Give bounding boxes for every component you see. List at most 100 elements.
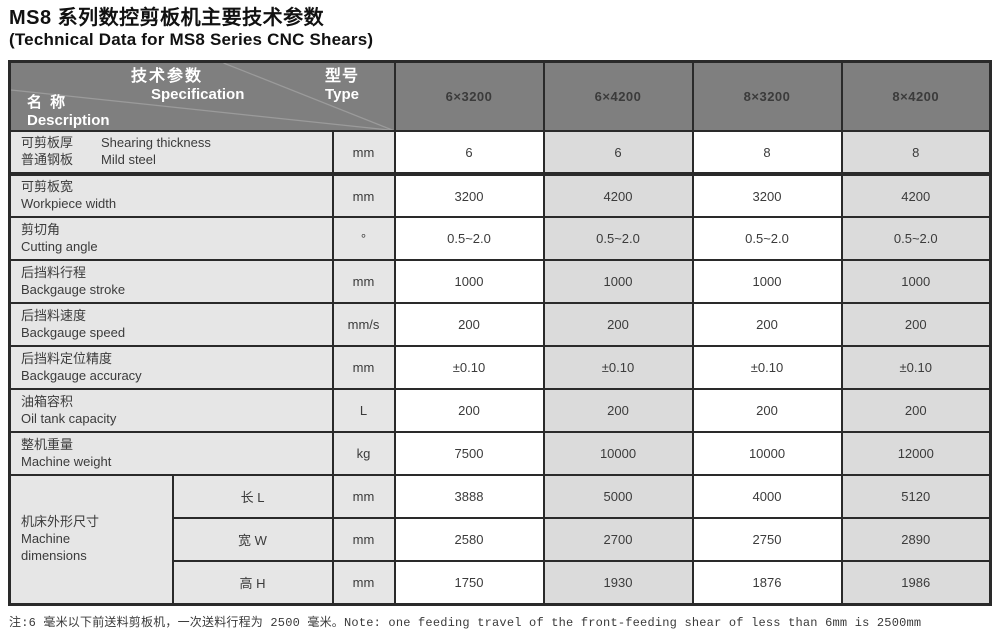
dimensions-label-zh: 机床外形尺寸: [21, 513, 100, 529]
row-label-en: Backgauge accuracy: [21, 367, 142, 383]
spec-value-cell: 200: [542, 388, 694, 434]
spec-value-cell: 0.5~2.0: [840, 216, 992, 262]
row-label-line: 普通钢板 Mild steel: [21, 152, 322, 169]
header-specification-label: 技术参数 Specification: [121, 67, 244, 104]
spec-row: 可剪板厚 Shearing thickness 普通钢板 Mild steel mm 6 6…: [8, 130, 992, 177]
dimension-sub-label: 长 L: [171, 474, 334, 520]
dimension-sub-label: 宽 W: [171, 517, 334, 563]
spec-value-cell: ±0.10: [840, 345, 992, 391]
row-label-en: Machine weight: [21, 453, 112, 469]
diagonal-divider-lines: [11, 62, 394, 131]
spec-value-cell: ±0.10: [393, 345, 545, 391]
unit-cell: mm: [331, 173, 396, 219]
spec-value-cell: 1750: [393, 560, 545, 606]
row-label-zh: 油箱容积: [21, 393, 74, 409]
row-label-zh: 整机重量: [21, 436, 74, 452]
spec-value-cell: 2750: [691, 517, 843, 563]
spec-value-cell: 0.5~2.0: [542, 216, 694, 262]
model-column-header: 6×3200: [393, 60, 545, 133]
type-label-en: Type: [325, 85, 359, 103]
spec-value-cell: 1000: [393, 259, 545, 305]
spec-value-cell: 6: [542, 130, 694, 177]
spec-label-en: Specification: [151, 85, 245, 103]
dimensions-label-en: Machine: [21, 530, 71, 546]
spec-value-cell: 10000: [691, 431, 843, 477]
spec-row: 油箱容积 Oil tank capacity L 200 200 200 200: [8, 388, 992, 434]
row-label-en: Workpiece width: [21, 196, 117, 212]
spec-value-cell: 1000: [542, 259, 694, 305]
row-label-zh: 普通钢板: [21, 152, 74, 168]
spec-value-cell: 1876: [691, 560, 843, 606]
spec-table: 技术参数 Specification 名 称 Description 型号 Ty…: [8, 59, 993, 606]
spec-value-cell: 2700: [542, 517, 694, 563]
spec-value-cell: 3200: [393, 173, 545, 219]
spec-value-cell: 10000: [542, 431, 694, 477]
row-label-en: Backgauge speed: [21, 324, 126, 340]
row-label-en: Oil tank capacity: [21, 410, 117, 426]
unit-cell: mm: [331, 560, 396, 606]
unit-cell: °: [331, 216, 396, 262]
header-corner-cell: 技术参数 Specification 名 称 Description 型号 Ty…: [8, 60, 396, 133]
row-label-en: Cutting angle: [21, 238, 98, 254]
spec-row: 后挡料定位精度 Backgauge accuracy mm ±0.10 ±0.10 ±0.…: [8, 345, 992, 391]
spec-value-cell: 200: [393, 302, 545, 348]
model-column-header: 8×3200: [691, 60, 843, 133]
spec-value-cell: 5000: [542, 474, 694, 520]
spec-label-zh: 技术参数: [131, 67, 204, 85]
row-label-cell: 可剪板厚 Shearing thickness 普通钢板 Mild steel: [8, 130, 334, 177]
spec-value-cell: 2890: [840, 517, 992, 563]
spec-value-cell: 200: [840, 302, 992, 348]
header-row: 技术参数 Specification 名 称 Description 型号 Ty…: [8, 60, 992, 133]
spec-value-cell: 4000: [691, 474, 843, 520]
name-label-zh: 名 称: [27, 93, 68, 111]
dimensions-label-cell: 机床外形尺寸 Machine dimensions: [8, 474, 174, 606]
header-description-label: 名 称 Description: [27, 94, 110, 130]
spec-value-cell: 200: [542, 302, 694, 348]
spec-value-cell: 1000: [840, 259, 992, 305]
spec-row: 整机重量 Machine weight kg 7500 10000 10000 12000: [8, 431, 992, 477]
spec-value-cell: 200: [393, 388, 545, 434]
unit-cell: mm: [331, 259, 396, 305]
unit-cell: L: [331, 388, 396, 434]
spec-value-cell: 2580: [393, 517, 545, 563]
row-label-en: Shearing thickness: [101, 135, 211, 151]
spec-value-cell: 1000: [691, 259, 843, 305]
spec-value-cell: 5120: [840, 474, 992, 520]
row-label-cell: 后挡料定位精度 Backgauge accuracy: [8, 345, 334, 391]
spec-value-cell: 3888: [393, 474, 545, 520]
unit-cell: mm: [331, 130, 396, 177]
spec-value-cell: 0.5~2.0: [393, 216, 545, 262]
footnote: 注:6 毫米以下前送料剪板机，一次送料行程为 2500 毫米。Note: one…: [9, 615, 922, 630]
spec-value-cell: 3200: [691, 173, 843, 219]
row-label-cell: 剪切角 Cutting angle: [8, 216, 334, 262]
spec-value-cell: 1930: [542, 560, 694, 606]
spec-value-cell: 7500: [393, 431, 545, 477]
row-label-zh: 可剪板宽: [21, 179, 74, 195]
header-type-label: 型号 Type: [304, 67, 380, 104]
spec-value-cell: 1986: [840, 560, 992, 606]
row-label-zh: 后挡料速度: [21, 307, 87, 323]
row-label-zh: 剪切角: [21, 221, 61, 237]
unit-cell: mm: [331, 517, 396, 563]
spec-value-cell: 0.5~2.0: [691, 216, 843, 262]
spec-row: 后挡料行程 Backgauge stroke mm 1000 1000 1000 1000: [8, 259, 992, 305]
page-title-zh: MS8 系列数控剪板机主要技术参数: [9, 7, 325, 29]
row-label-zh: 可剪板厚: [21, 135, 74, 151]
unit-cell: mm: [331, 474, 396, 520]
spec-value-cell: 200: [691, 302, 843, 348]
spec-value-cell: ±0.10: [691, 345, 843, 391]
dimensions-label-en: dimensions: [21, 547, 87, 563]
spec-value-cell: 4200: [840, 173, 992, 219]
page-title-en: (Technical Data for MS8 Series CNC Shear…: [9, 30, 374, 49]
unit-cell: mm/s: [331, 302, 396, 348]
spec-row: 剪切角 Cutting angle ° 0.5~2.0 0.5~2.0 0.5~2.0 0.…: [8, 216, 992, 262]
row-label-zh: 后挡料行程: [21, 264, 87, 280]
spec-value-cell: 8: [691, 130, 843, 177]
name-label-en: Description: [27, 111, 110, 129]
spec-value-cell: 4200: [542, 173, 694, 219]
unit-cell: kg: [331, 431, 396, 477]
